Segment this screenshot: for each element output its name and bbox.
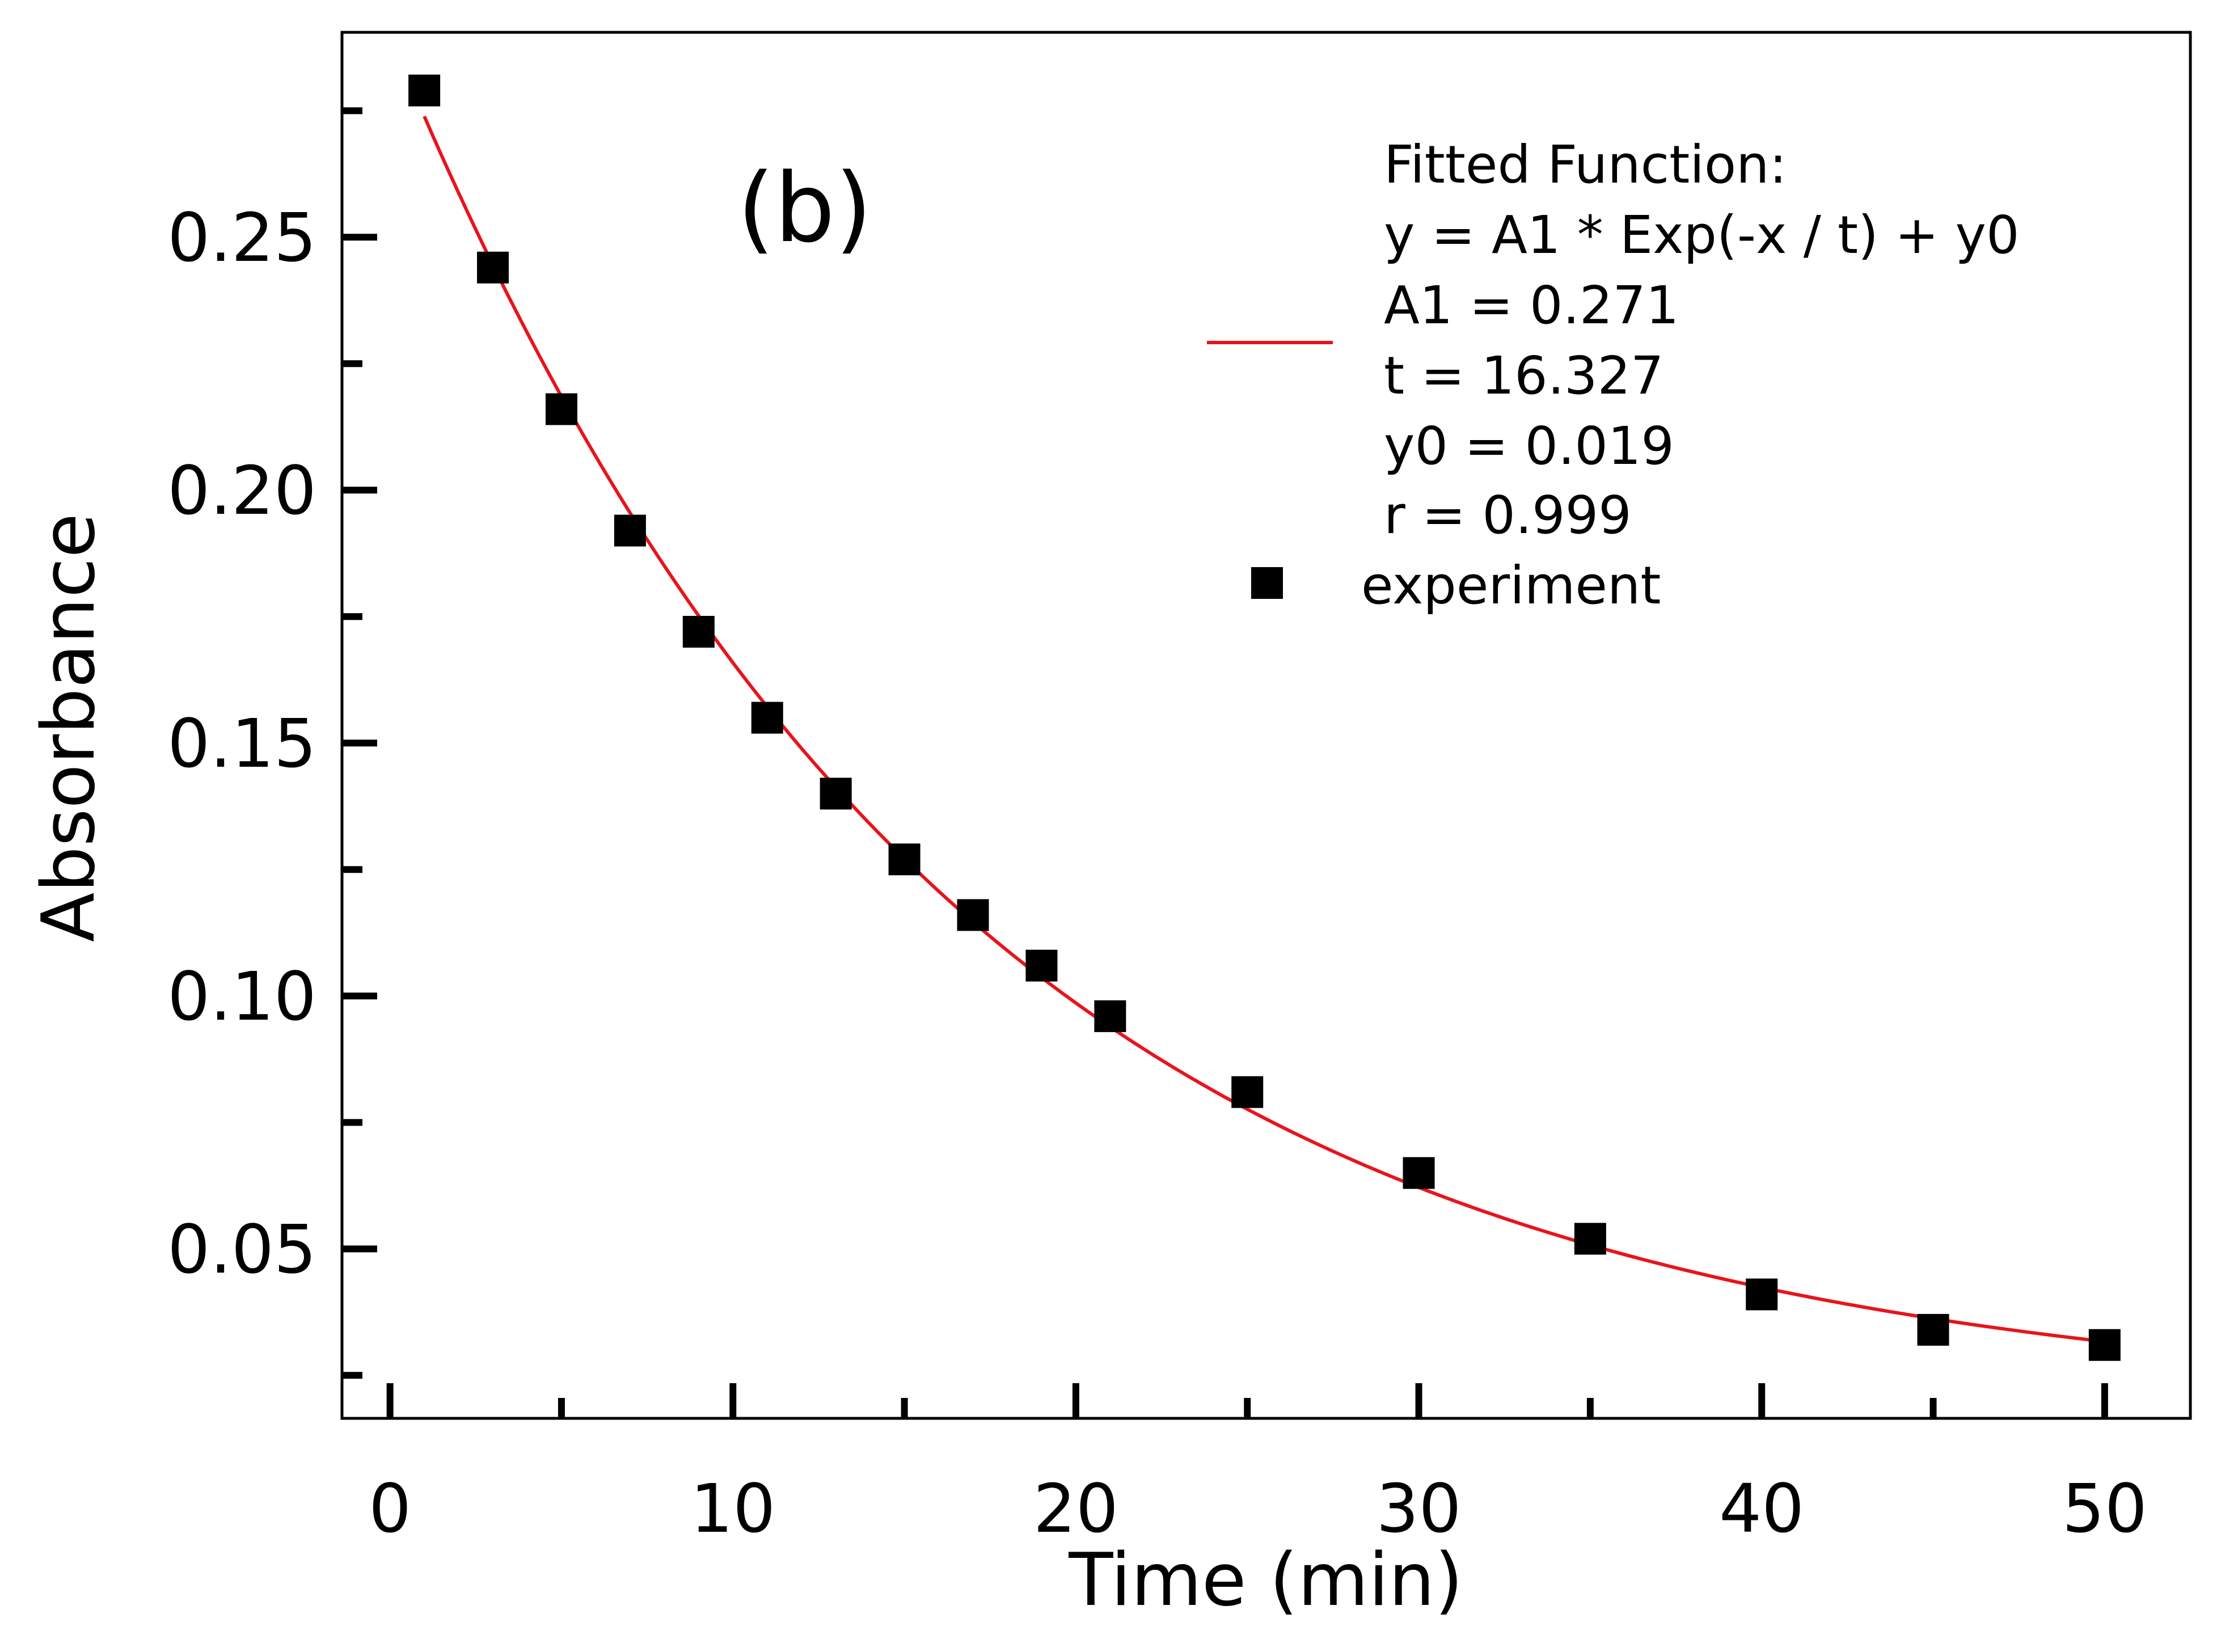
y-axis-ticks: 0.05 0.10 0.15 0.20 0.25 (167, 107, 377, 1379)
legend-fit-line-6: r = 0.999 (1384, 485, 1632, 546)
y-tick-label: 0.15 (167, 704, 316, 783)
legend-fit-line-4: t = 16.327 (1384, 345, 1664, 406)
experiment-point (2088, 1329, 2121, 1361)
experiment-point (682, 615, 715, 648)
experiment-point (957, 899, 989, 931)
experiment-point (820, 778, 852, 810)
y-tick-label: 0.05 (167, 1210, 316, 1288)
experiment-point (614, 514, 646, 547)
experiment-point (545, 393, 577, 425)
experiment-point (477, 251, 509, 284)
legend-fit-line-5: y0 = 0.019 (1384, 416, 1674, 476)
fit-curve (423, 115, 2105, 1343)
legend-experiment-label: experiment (1361, 555, 1661, 616)
y-tick-label: 0.20 (167, 451, 316, 530)
x-tick-label: 10 (690, 1469, 775, 1548)
x-axis-title: Time (min) (1068, 1538, 1463, 1623)
experiment-points-layer (408, 74, 2121, 1361)
experiment-point (1917, 1313, 1949, 1346)
panel-label: (b) (737, 153, 872, 264)
x-tick-label: 20 (1033, 1469, 1118, 1548)
y-axis-title: Absorbance (27, 513, 111, 942)
legend: Fitted Function: y = A1 * Exp(-x / t) + … (1207, 134, 2020, 616)
legend-fit-line-1: Fitted Function: (1384, 134, 1787, 195)
legend-experiment-marker (1251, 567, 1283, 599)
plot-frame (340, 31, 2192, 1420)
experiment-point (1025, 949, 1058, 982)
x-tick-label: 30 (1376, 1469, 1461, 1548)
fit-curve-layer (423, 115, 2105, 1343)
experiment-point (408, 74, 441, 107)
experiment-point (1094, 1000, 1126, 1032)
experiment-point (1574, 1223, 1606, 1255)
x-axis-ticks: 0 10 20 30 40 50 (369, 1383, 2147, 1548)
experiment-point (1746, 1278, 1778, 1311)
y-tick-label: 0.10 (167, 957, 316, 1036)
legend-fit-line-3: A1 = 0.271 (1384, 275, 1679, 336)
experiment-point (751, 702, 783, 734)
x-tick-label: 40 (1719, 1469, 1804, 1548)
experiment-point (888, 843, 921, 876)
x-tick-label: 50 (2062, 1469, 2147, 1548)
experiment-point (1231, 1076, 1264, 1108)
experiment-point (1403, 1157, 1435, 1189)
legend-fit-line-2: y = A1 * Exp(-x / t) + y0 (1384, 205, 2020, 265)
x-tick-label: 0 (369, 1469, 411, 1548)
y-tick-label: 0.25 (167, 198, 316, 277)
